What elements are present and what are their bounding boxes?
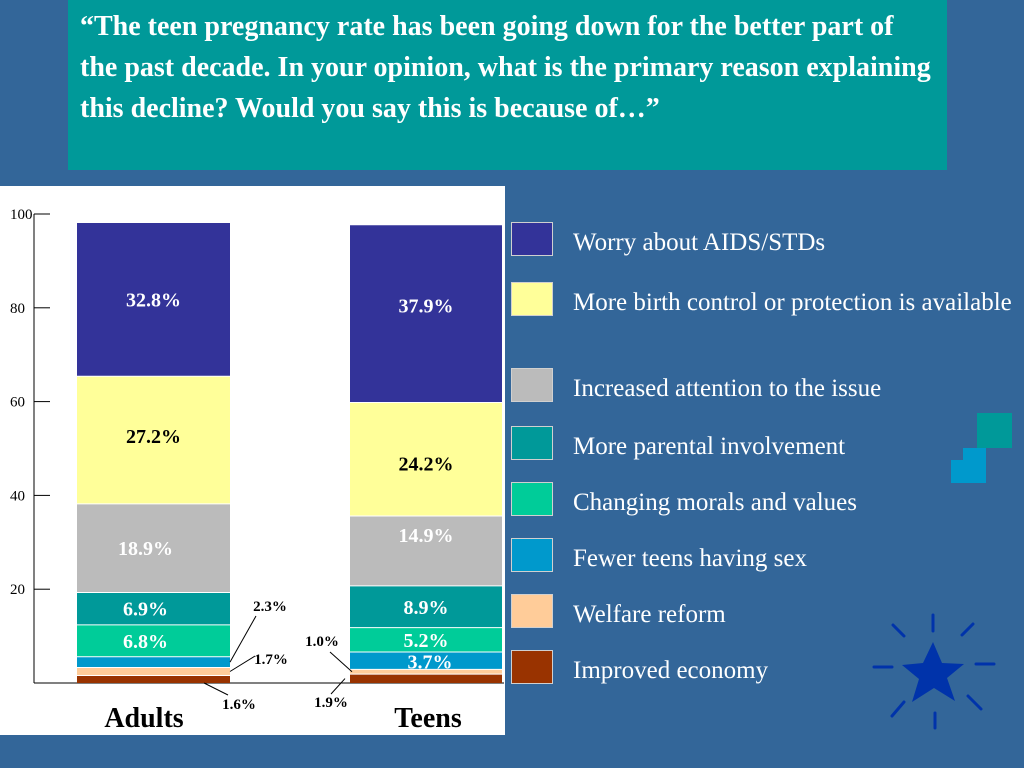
callout-line bbox=[330, 678, 346, 695]
bar-segment-adults bbox=[77, 667, 230, 676]
legend-label: Increased attention to the issue bbox=[573, 375, 882, 402]
bar-segment-teens bbox=[350, 652, 502, 670]
legend-swatch bbox=[511, 650, 553, 684]
data-label: 1.7% bbox=[254, 652, 288, 668]
bar-segment-teens bbox=[350, 674, 502, 683]
data-label: 8.9% bbox=[404, 597, 449, 619]
bar-segment-adults bbox=[77, 675, 230, 683]
category-label-teens: Teens bbox=[394, 703, 462, 734]
bar-segment-adults bbox=[77, 592, 230, 625]
data-label: 3.7% bbox=[408, 652, 453, 674]
category-label-adults: Adults bbox=[104, 703, 183, 734]
callout-line bbox=[229, 655, 256, 672]
bar-segment-teens bbox=[350, 627, 502, 653]
data-label: 1.9% bbox=[314, 695, 348, 711]
bar-segment-adults bbox=[77, 656, 230, 668]
y-tick-label: 20 bbox=[10, 582, 25, 598]
chart-panel: 20 40 60 80 100 6.8% 6.9% 18.9% 27.2% 32.8% 5.2% 8.… bbox=[0, 186, 505, 735]
data-label: 14.9% bbox=[399, 525, 454, 547]
data-label: 24.2% bbox=[399, 453, 454, 475]
callout-line bbox=[203, 682, 229, 696]
question-text: “The teen pregnancy rate has been going … bbox=[80, 11, 931, 124]
bar-segment-adults bbox=[77, 624, 230, 657]
callout-line bbox=[329, 651, 353, 673]
bar-segment-teens bbox=[350, 224, 502, 403]
legend-label: Fewer teens having sex bbox=[573, 545, 807, 572]
data-label: 6.8% bbox=[123, 631, 168, 653]
legend-swatch bbox=[511, 222, 553, 256]
bar-segment-adults bbox=[77, 222, 230, 377]
data-label: 27.2% bbox=[126, 426, 181, 448]
data-label: 32.8% bbox=[126, 289, 181, 311]
blue-square-icon bbox=[951, 448, 986, 483]
legend-swatch bbox=[511, 482, 553, 516]
legend-label: Worry about AIDS/STDs bbox=[573, 229, 826, 256]
legend-swatch bbox=[511, 538, 553, 572]
legend-swatch bbox=[511, 282, 553, 316]
bar-segment-teens bbox=[350, 585, 502, 628]
legend-label: More parental involvement bbox=[573, 433, 846, 460]
legend-label: More birth control or protection is avai… bbox=[573, 289, 1012, 316]
data-label: 37.9% bbox=[399, 296, 454, 318]
legend-label: Changing morals and values bbox=[573, 489, 857, 516]
legend-swatch bbox=[511, 594, 553, 628]
legend-swatch bbox=[511, 426, 553, 460]
callout-line bbox=[229, 615, 257, 663]
y-tick-label: 80 bbox=[10, 301, 25, 317]
bar-segment-teens bbox=[350, 669, 502, 675]
data-label: 6.9% bbox=[123, 599, 168, 621]
y-tick-label: 40 bbox=[10, 488, 25, 504]
data-label: 1.0% bbox=[305, 634, 339, 650]
data-label: 1.6% bbox=[222, 697, 256, 713]
legend-label: Welfare reform bbox=[573, 601, 726, 628]
data-label: 18.9% bbox=[118, 538, 173, 560]
data-label: 2.3% bbox=[253, 599, 287, 615]
legend-label: Improved economy bbox=[573, 657, 769, 684]
legend-swatch bbox=[511, 368, 553, 402]
stacked-bar-chart: 20 40 60 80 100 6.8% 6.9% 18.9% 27.2% 32.8% 5.2% 8.… bbox=[10, 207, 504, 734]
bar-segment-teens bbox=[350, 402, 502, 517]
teal-square-icon bbox=[977, 413, 1012, 448]
data-label: 5.2% bbox=[404, 630, 449, 652]
y-tick-label: 100 bbox=[10, 207, 33, 223]
bar-segment-teens bbox=[350, 516, 502, 586]
question-box: “The teen pregnancy rate has been going … bbox=[68, 0, 947, 170]
bar-segment-adults bbox=[77, 376, 230, 504]
y-tick-label: 60 bbox=[10, 395, 25, 411]
bar-segment-adults bbox=[77, 503, 230, 593]
star-burst-icon bbox=[872, 613, 996, 730]
